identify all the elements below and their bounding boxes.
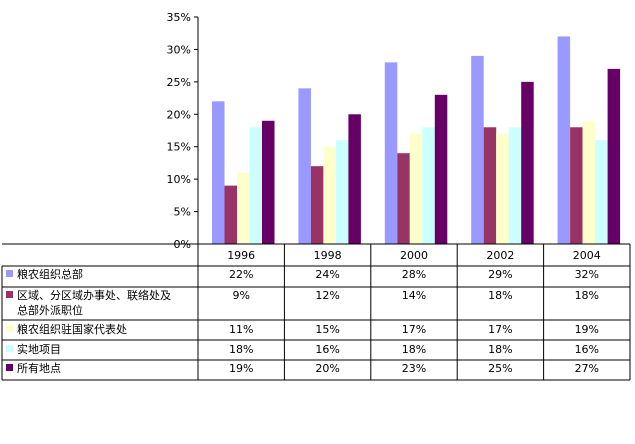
bar-2004-s1 — [570, 127, 583, 244]
data-label: 16% — [575, 343, 599, 356]
bar-2000-s1 — [397, 153, 410, 244]
data-label: 29% — [488, 268, 512, 281]
data-label: 22% — [229, 268, 253, 281]
legend-label: 粮农组织总部 — [17, 267, 83, 281]
bar-1998-s0 — [298, 88, 311, 244]
data-label: 18% — [229, 343, 253, 356]
bar-1996-s4 — [262, 120, 275, 244]
bar-1996-s3 — [249, 127, 262, 244]
data-label: 18% — [402, 343, 426, 356]
y-tick-label: 30% — [167, 43, 191, 56]
bar-2004-s0 — [557, 36, 571, 245]
legend-label: 实地项目 — [17, 342, 61, 356]
bar-2004-s2 — [582, 120, 596, 244]
y-tick-label: 5% — [174, 206, 191, 219]
data-label: 18% — [575, 289, 599, 302]
y-tick-label: 20% — [167, 108, 191, 121]
data-label: 27% — [575, 362, 599, 375]
x-category-label: 2002 — [486, 249, 514, 262]
data-label: 17% — [488, 323, 512, 336]
x-category-label: 1996 — [227, 249, 255, 262]
bar-2002-s2 — [496, 133, 509, 244]
bar-1996-s2 — [237, 172, 250, 244]
x-category-label: 1998 — [314, 249, 342, 262]
bar-2000-s3 — [422, 127, 435, 244]
bar-2000-s0 — [384, 62, 398, 245]
x-category-label: 2004 — [573, 249, 601, 262]
legend-swatch — [6, 325, 13, 332]
data-label: 18% — [488, 289, 512, 302]
data-label: 25% — [488, 362, 512, 375]
bar-2002-s3 — [508, 127, 522, 244]
legend-swatch — [6, 364, 13, 371]
data-label: 15% — [315, 323, 339, 336]
data-label: 28% — [402, 268, 426, 281]
legend-label: 区域、分区域办事处、联络处及总部外派职位 — [17, 288, 171, 317]
bar-1998-s4 — [348, 114, 361, 245]
legend-swatch — [6, 345, 13, 352]
bar-1996-s0 — [212, 101, 225, 244]
x-category-label: 2000 — [400, 249, 428, 262]
data-label: 19% — [575, 323, 599, 336]
bar-2002-s1 — [483, 127, 497, 244]
y-tick-label: 25% — [167, 76, 191, 89]
data-label: 9% — [232, 289, 249, 302]
legend-swatch — [6, 291, 13, 298]
bar-2002-s0 — [471, 55, 484, 244]
y-tick-label: 10% — [167, 173, 191, 186]
y-tick-label: 15% — [167, 141, 191, 154]
bar-2002-s4 — [521, 81, 534, 244]
bar-1998-s3 — [335, 140, 349, 244]
bar-2004-s3 — [595, 140, 608, 244]
bar-1996-s1 — [224, 185, 237, 244]
legend-label: 所有地点 — [17, 361, 61, 375]
data-label: 18% — [488, 343, 512, 356]
bar-2000-s4 — [434, 94, 448, 244]
data-label: 16% — [315, 343, 339, 356]
data-label: 11% — [229, 323, 253, 336]
y-tick-label: 35% — [167, 11, 191, 24]
data-label: 24% — [315, 268, 339, 281]
data-label: 14% — [402, 289, 426, 302]
data-label: 20% — [315, 362, 339, 375]
legend-label: 粮农组织驻国家代表处 — [17, 322, 127, 336]
bar-1998-s1 — [310, 166, 324, 244]
legend-swatch — [6, 270, 13, 277]
data-label: 23% — [402, 362, 426, 375]
bar-2004-s4 — [607, 68, 621, 244]
data-label: 32% — [575, 268, 599, 281]
data-label: 12% — [315, 289, 339, 302]
data-label: 17% — [402, 323, 426, 336]
bar-1998-s2 — [323, 146, 336, 244]
bar-2000-s2 — [409, 133, 423, 244]
data-label: 19% — [229, 362, 253, 375]
